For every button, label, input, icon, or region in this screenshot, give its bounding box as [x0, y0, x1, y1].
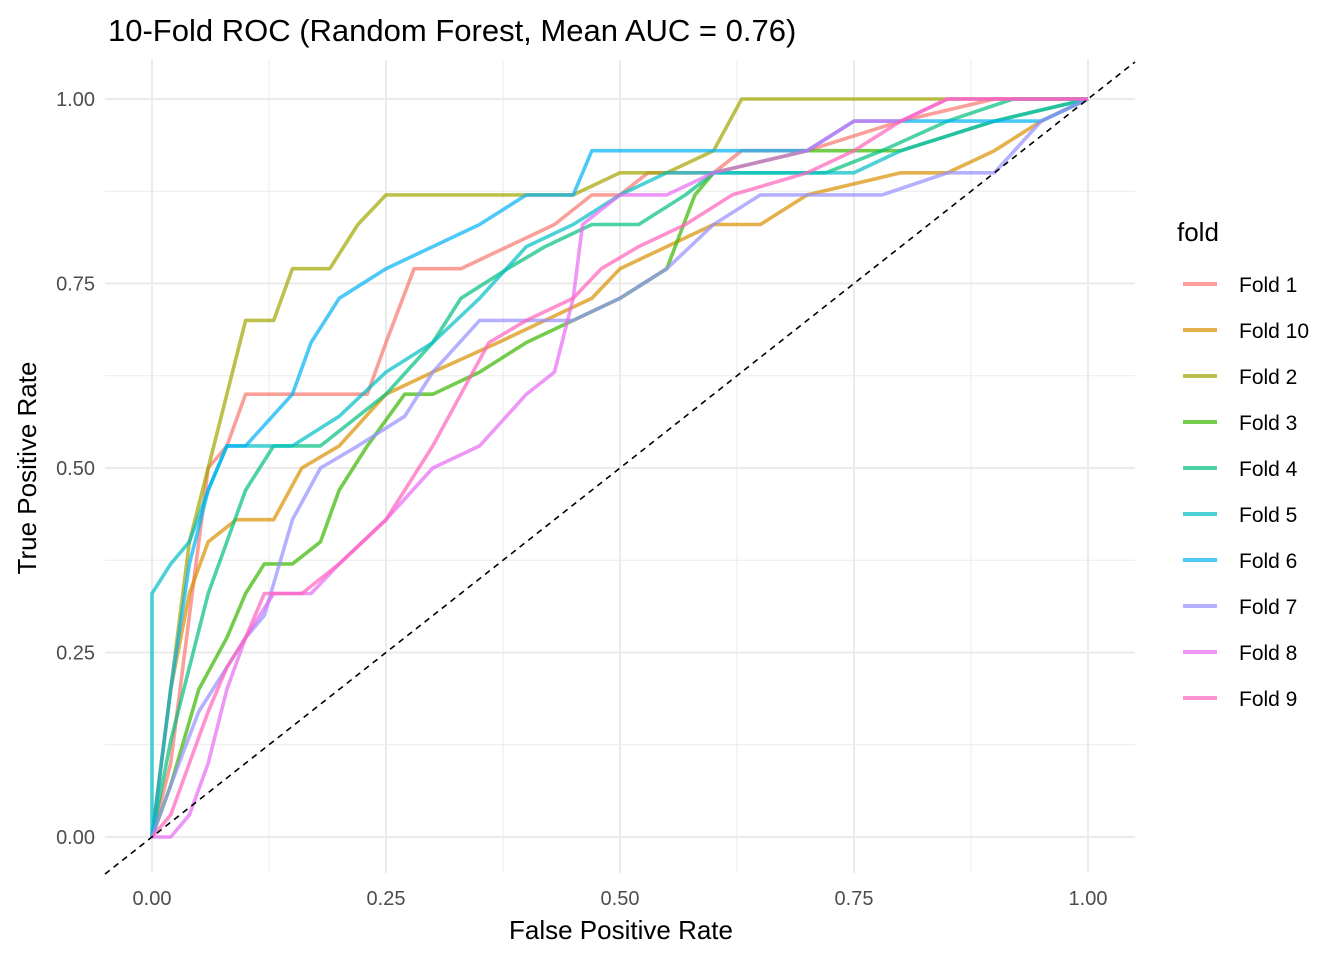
legend-label: Fold 6	[1239, 550, 1297, 573]
roc-line-fold-5	[150, 97, 1089, 837]
x-tick-label: 0.50	[601, 888, 640, 910]
y-tick-label: 1.00	[56, 89, 95, 111]
y-tick-label: 0.25	[56, 643, 95, 665]
y-tick-label: 0.75	[56, 274, 95, 296]
y-axis-title: True Positive Rate	[12, 362, 42, 575]
x-tick-label: 0.00	[133, 888, 172, 910]
legend-label: Fold 10	[1239, 320, 1309, 343]
legend-label: Fold 5	[1239, 504, 1297, 527]
legend: fold Fold 1 Fold 10 Fold 2 Fold 3 Fold 4 Fold…	[1177, 217, 1309, 711]
series-lines	[150, 97, 1089, 839]
x-tick-labels: 0.00 0.25 0.50 0.75 1.00	[133, 888, 1108, 910]
y-tick-label: 0.00	[56, 827, 95, 849]
x-tick-label: 0.25	[367, 888, 406, 910]
legend-label: Fold 7	[1239, 596, 1297, 619]
legend-label: Fold 4	[1239, 458, 1298, 481]
diagonal-line	[104, 61, 1136, 875]
chart-title: 10-Fold ROC (Random Forest, Mean AUC = 0…	[108, 13, 796, 48]
legend-label: Fold 3	[1239, 412, 1297, 435]
roc-line-fold-8	[152, 97, 1088, 839]
x-axis-title: False Positive Rate	[509, 915, 733, 945]
y-tick-label: 0.50	[56, 458, 95, 480]
legend-label: Fold 9	[1239, 688, 1297, 711]
roc-line-fold-2	[150, 97, 1088, 838]
legend-title: fold	[1177, 217, 1219, 247]
x-tick-label: 0.75	[835, 888, 874, 910]
legend-label: Fold 2	[1239, 366, 1297, 389]
legend-label: Fold 1	[1239, 274, 1297, 297]
y-tick-labels: 0.00 0.25 0.50 0.75 1.00	[56, 89, 95, 849]
roc-line-fold-9	[150, 97, 1088, 839]
x-tick-label: 1.00	[1069, 888, 1108, 910]
roc-line-fold-4	[150, 97, 1088, 838]
reference-line	[104, 61, 1136, 875]
legend-label: Fold 8	[1239, 642, 1297, 665]
